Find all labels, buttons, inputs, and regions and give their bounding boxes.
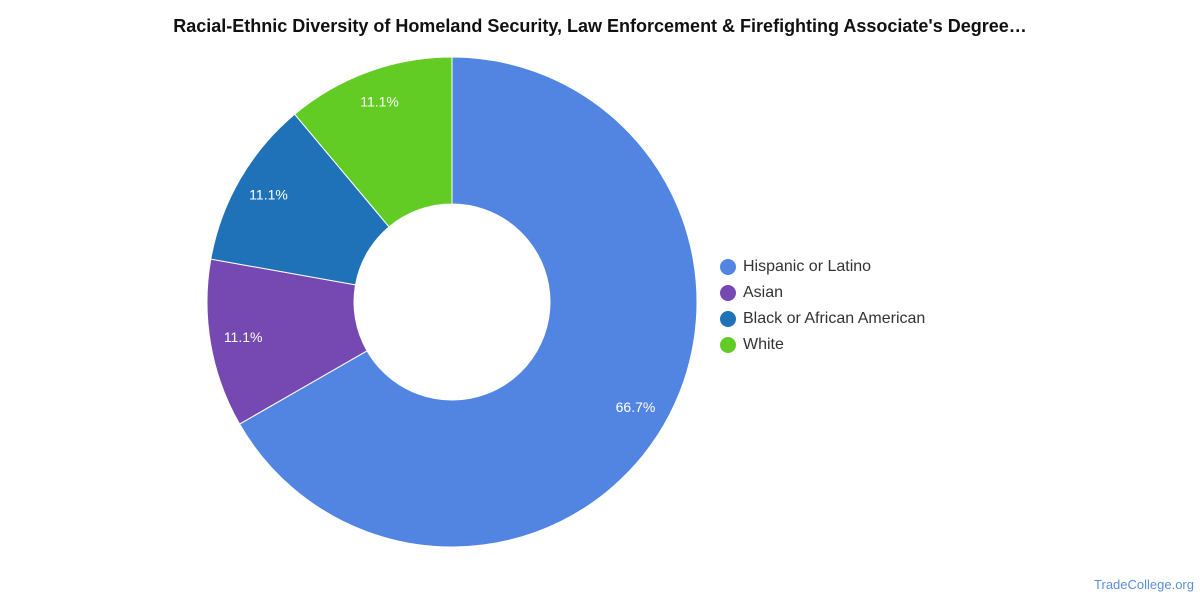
watermark[interactable]: TradeCollege.org [1094,577,1194,592]
chart-title: Racial-Ethnic Diversity of Homeland Secu… [173,16,1027,36]
legend-swatch [720,311,736,327]
legend-item-asian[interactable]: Asian [720,280,925,306]
legend-swatch [720,259,736,275]
slice-label-hispanic-or-latino: 66.7% [616,399,656,415]
legend: Hispanic or Latino Asian Black or African … [720,254,925,358]
legend-label: White [743,336,784,353]
legend-item-hispanic-or-latino[interactable]: Hispanic or Latino [720,254,925,280]
legend-label: Hispanic or Latino [743,258,872,275]
legend-label: Asian [743,284,784,301]
legend-swatch [720,337,736,353]
legend-swatch [720,285,736,301]
slice-black-or-african-american[interactable] [210,113,390,286]
legend-item-white[interactable]: White [720,332,925,358]
slice-label-white: 11.1% [360,93,399,109]
legend-label: Black or African American [743,310,926,327]
slice-asian[interactable] [206,258,368,425]
slice-label-asian: 11.1% [224,329,263,345]
slice-white[interactable] [293,56,453,228]
slice-hispanic-or-latino[interactable] [238,56,698,548]
slice-label-black-or-african-american: 11.1% [249,187,288,203]
legend-item-black-or-african-american[interactable]: Black or African American [720,306,925,332]
